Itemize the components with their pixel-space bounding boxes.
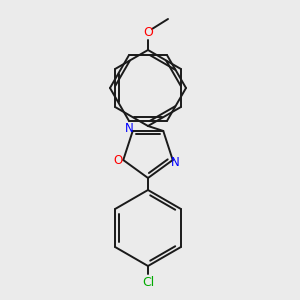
Text: O: O (143, 26, 153, 38)
Text: N: N (125, 122, 134, 136)
Text: Cl: Cl (142, 275, 154, 289)
Text: O: O (114, 154, 123, 166)
Text: N: N (171, 155, 180, 169)
